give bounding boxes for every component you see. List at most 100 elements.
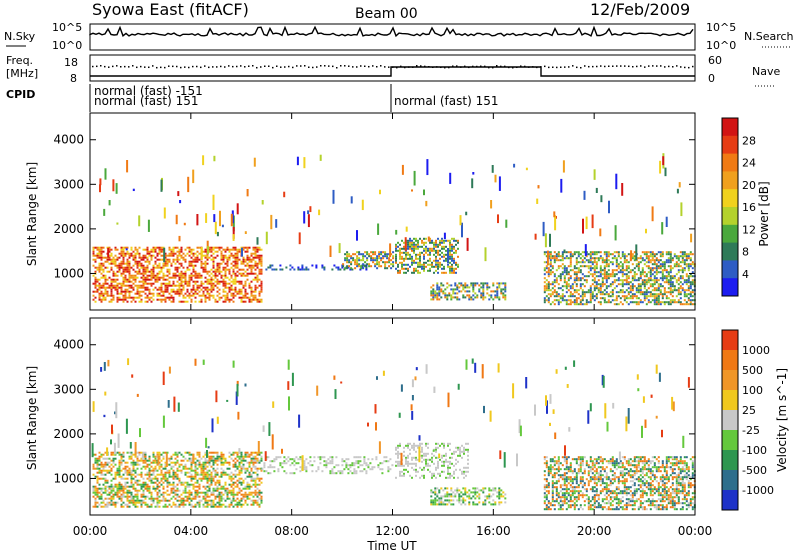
echo-cell	[101, 265, 103, 267]
echo-cell	[451, 270, 453, 272]
echo-cell	[159, 492, 161, 494]
echo-cell	[147, 490, 149, 492]
echo-cell	[195, 289, 197, 291]
echo-cell	[632, 301, 634, 303]
echo-cell	[217, 247, 219, 249]
echo-cell	[207, 297, 209, 299]
echo-cell	[123, 496, 125, 498]
echo-cell	[321, 267, 323, 269]
echo-cell	[137, 265, 139, 267]
echo-cell	[682, 267, 684, 269]
freq-label-2: [MHz]	[6, 67, 38, 80]
echo-cell-sparse	[215, 222, 217, 234]
echo-cell	[259, 452, 261, 454]
echo-cell	[594, 289, 596, 291]
echo-cell	[119, 253, 121, 255]
echo-cell	[658, 267, 660, 269]
echo-cell	[175, 492, 177, 494]
echo-cell	[183, 500, 185, 502]
nave-dot	[296, 65, 298, 67]
echo-cell	[650, 269, 652, 271]
echo-cell	[419, 254, 421, 256]
echo-cell	[413, 252, 415, 254]
echo-cell	[97, 460, 99, 462]
echo-cell	[189, 468, 191, 470]
echo-cell	[201, 458, 203, 460]
echo-cell	[255, 295, 257, 297]
echo-cell	[498, 298, 500, 300]
echo-cell	[137, 267, 139, 269]
echo-cell	[119, 486, 121, 488]
echo-cell	[638, 303, 640, 305]
echo-cell	[590, 251, 592, 253]
echo-cell-sparse	[163, 248, 165, 263]
echo-cell	[291, 462, 293, 464]
echo-cell	[137, 456, 139, 458]
echo-cell	[177, 496, 179, 498]
echo-cell	[247, 273, 249, 275]
echo-cell	[437, 238, 439, 240]
echo-cell	[233, 466, 235, 468]
echo-cell	[205, 496, 207, 498]
echo-cell	[638, 301, 640, 303]
echo-cell	[191, 500, 193, 502]
echo-cell	[123, 285, 125, 287]
echo-cell-sparse	[492, 165, 494, 173]
echo-cell	[121, 291, 123, 293]
echo-cell	[486, 284, 488, 286]
echo-cell	[650, 251, 652, 253]
echo-cell	[235, 452, 237, 454]
echo-cell-sparse	[254, 158, 256, 167]
echo-cell	[680, 251, 682, 253]
echo-cell	[502, 296, 504, 298]
echo-cell	[664, 267, 666, 269]
echo-cell	[201, 466, 203, 468]
echo-cell	[145, 293, 147, 295]
echo-cell-sparse	[536, 199, 538, 204]
nave-dot	[180, 67, 182, 69]
nave-dot	[516, 67, 518, 69]
echo-cell	[644, 251, 646, 253]
echo-cell	[213, 490, 215, 492]
echo-cell	[97, 285, 99, 287]
echo-cell	[558, 259, 560, 261]
echo-cell	[556, 257, 558, 259]
echo-cell	[239, 464, 241, 466]
echo-cell	[550, 261, 552, 263]
nave-dot	[460, 66, 462, 68]
echo-cell	[151, 496, 153, 498]
echo-cell	[191, 498, 193, 500]
echo-cell	[251, 261, 253, 263]
echo-cell	[149, 253, 151, 255]
echo-cell	[189, 277, 191, 279]
echo-cell	[217, 251, 219, 253]
echo-cell	[600, 303, 602, 305]
echo-cell	[137, 462, 139, 464]
echo-cell	[445, 254, 447, 256]
echo-cell	[191, 299, 193, 301]
echo-cell	[670, 291, 672, 293]
echo-cell	[185, 301, 187, 303]
echo-cell	[135, 476, 137, 478]
echo-cell	[554, 303, 556, 305]
echo-cell	[251, 291, 253, 293]
echo-cell	[582, 261, 584, 263]
echo-cell-sparse	[377, 224, 379, 235]
echo-cell	[113, 295, 115, 297]
nave-dot	[644, 66, 646, 68]
echo-cell	[101, 456, 103, 458]
echo-cell	[580, 301, 582, 303]
echo-cell	[171, 458, 173, 460]
echo-cell	[259, 269, 261, 271]
echo-cell	[137, 480, 139, 482]
echo-cell	[215, 285, 217, 287]
echo-cell	[133, 470, 135, 472]
echo-cell	[235, 474, 237, 476]
echo-cell	[578, 271, 580, 273]
echo-cell	[167, 472, 169, 474]
echo-cell	[397, 270, 399, 272]
echo-cell	[145, 482, 147, 484]
echo-cell	[648, 255, 650, 257]
echo-cell	[193, 285, 195, 287]
